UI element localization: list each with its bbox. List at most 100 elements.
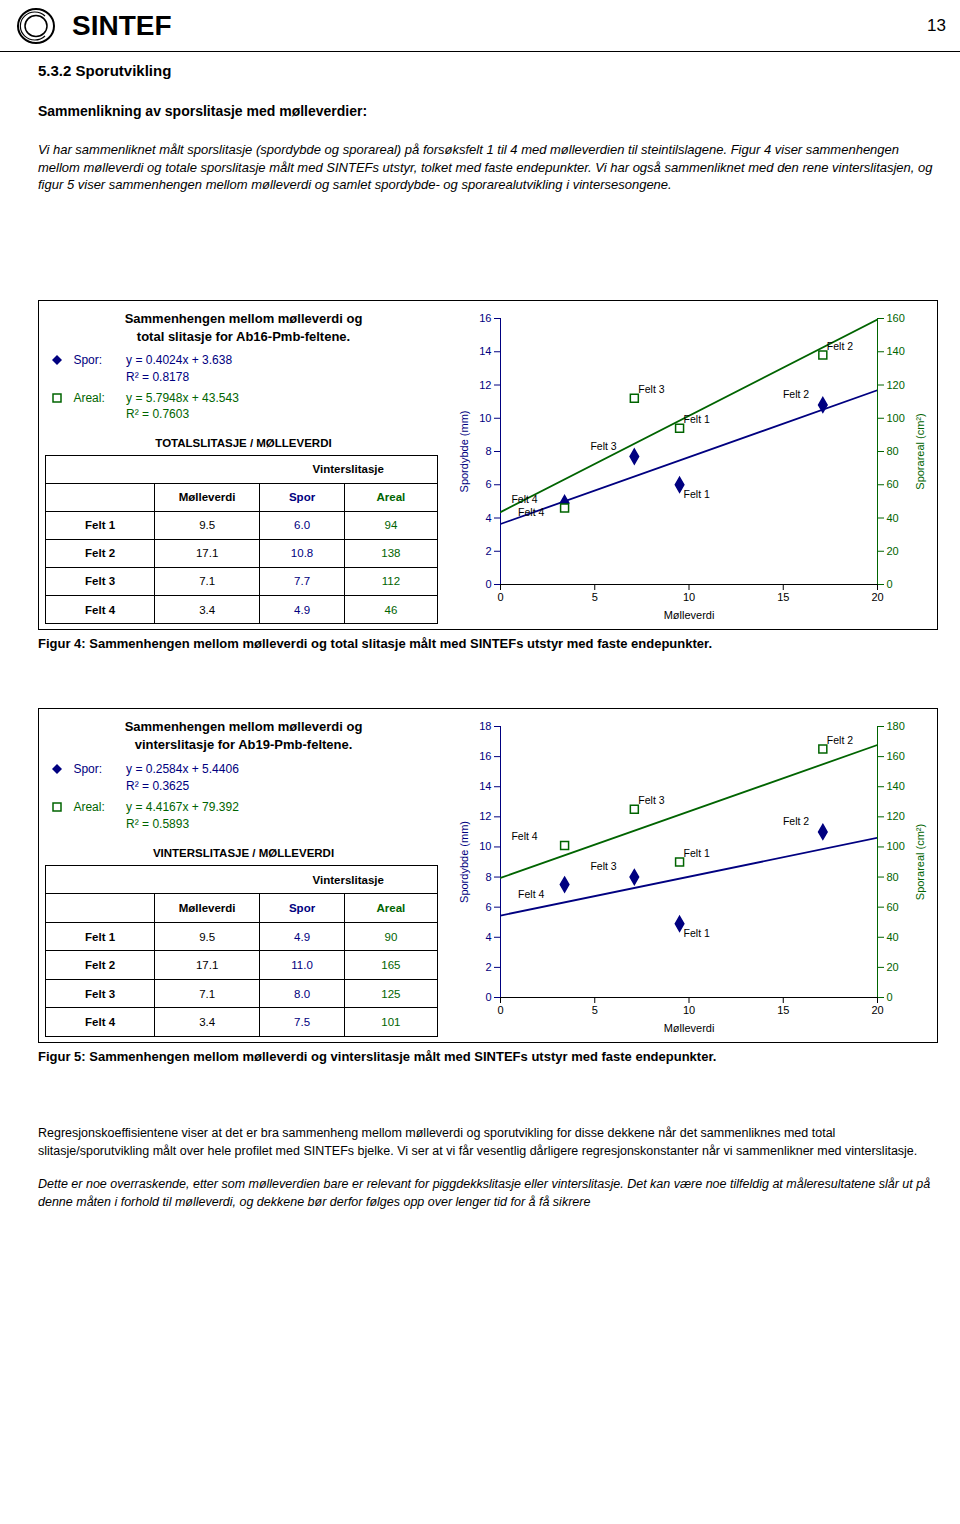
svg-text:Felt 3: Felt 3 xyxy=(590,860,616,872)
html-text:Spor:: Spor: xyxy=(73,761,103,776)
svg-text:40: 40 xyxy=(887,512,899,524)
svg-text:14: 14 xyxy=(479,780,491,792)
svg-text:Felt 2: Felt 2 xyxy=(783,815,809,827)
svg-text:Mølleverdi: Mølleverdi xyxy=(664,1022,715,1034)
svg-text:0: 0 xyxy=(485,991,491,1003)
html-text:Spor: Spor xyxy=(289,491,316,504)
svg-text:6: 6 xyxy=(485,901,491,913)
svg-text:Felt 1: Felt 1 xyxy=(684,413,710,425)
svg-text:15: 15 xyxy=(777,591,789,603)
svg-text:Felt 4: Felt 4 xyxy=(511,830,537,842)
svg-text:5: 5 xyxy=(592,591,598,603)
svg-text:Felt 1: Felt 1 xyxy=(684,927,710,939)
html-text:Vi har sammenliknet målt spors: Vi har sammenliknet målt sporslitasje (s… xyxy=(38,142,933,193)
svg-text:40: 40 xyxy=(887,931,899,943)
html-text:R² = 0.8178: R² = 0.8178 xyxy=(126,370,190,384)
svg-text:Spordybde (mm): Spordybde (mm) xyxy=(458,411,470,493)
svg-text:2: 2 xyxy=(485,545,491,557)
svg-text:16: 16 xyxy=(479,750,491,762)
svg-text:6: 6 xyxy=(485,478,491,490)
svg-text:180: 180 xyxy=(887,720,905,732)
html-text:SINTEF: SINTEF xyxy=(72,10,172,41)
svg-text:120: 120 xyxy=(887,379,905,391)
html-text:y = 4.4167x + 79.392: y = 4.4167x + 79.392 xyxy=(126,800,239,814)
html-text:13: 13 xyxy=(927,16,946,35)
svg-text:12: 12 xyxy=(479,379,491,391)
svg-text:10: 10 xyxy=(479,412,491,424)
svg-text:Felt 3: Felt 3 xyxy=(638,383,664,395)
svg-text:8: 8 xyxy=(485,871,491,883)
svg-text:Felt 2: Felt 2 xyxy=(827,340,853,352)
html-text:Vinterslitasje: Vinterslitasje xyxy=(312,463,384,476)
html-text:Dette er noe overraskende, ett: Dette er noe overraskende, etter som møl… xyxy=(38,1177,931,1209)
svg-text:15: 15 xyxy=(777,1004,789,1016)
svg-text:16: 16 xyxy=(479,312,491,324)
svg-text:160: 160 xyxy=(887,312,905,324)
html-text:y = 5.7948x + 43.543: y = 5.7948x + 43.543 xyxy=(126,390,239,405)
html-text:vinterslitasje for Ab19-Pmb-fe: vinterslitasje for Ab19-Pmb-feltene. xyxy=(134,737,353,753)
svg-text:Felt 1: Felt 1 xyxy=(684,488,710,500)
svg-text:Felt 4: Felt 4 xyxy=(518,506,544,518)
html-text:Areal:: Areal: xyxy=(73,800,105,814)
svg-text:20: 20 xyxy=(871,1004,883,1016)
svg-text:4: 4 xyxy=(485,512,491,524)
html-text:Sammenlikning av sporslitasje: Sammenlikning av sporslitasje med møllev… xyxy=(38,103,368,119)
svg-text:140: 140 xyxy=(887,780,905,792)
svg-text:14: 14 xyxy=(479,345,491,357)
svg-text:20: 20 xyxy=(871,591,883,603)
svg-text:Felt 2: Felt 2 xyxy=(783,388,809,400)
html-text:Figur 4: Sammenhengen mellom m: Figur 4: Sammenhengen mellom mølleverdi … xyxy=(38,636,712,651)
svg-text:100: 100 xyxy=(887,840,905,852)
html-text:R² = 0.3625: R² = 0.3625 xyxy=(126,779,190,794)
svg-text:Felt 1: Felt 1 xyxy=(684,847,710,859)
svg-text:60: 60 xyxy=(887,901,899,913)
html-text:Sammenhengen mellom mølleverdi: Sammenhengen mellom mølleverdi og xyxy=(124,719,363,735)
html-text:Spor:: Spor: xyxy=(73,353,103,367)
svg-text:80: 80 xyxy=(887,871,899,883)
html-text:Mølleverdi: Mølleverdi xyxy=(178,491,236,504)
svg-text:Felt 3: Felt 3 xyxy=(590,440,616,452)
svg-text:10: 10 xyxy=(683,591,695,603)
svg-text:Mølleverdi: Mølleverdi xyxy=(664,609,715,621)
svg-text:18: 18 xyxy=(479,720,491,732)
svg-text:60: 60 xyxy=(887,478,899,490)
svg-text:0: 0 xyxy=(497,1004,503,1016)
svg-text:Spordybde (mm): Spordybde (mm) xyxy=(458,821,470,903)
svg-text:5: 5 xyxy=(592,1004,598,1016)
svg-text:Felt 2: Felt 2 xyxy=(827,734,853,746)
svg-text:Felt 4: Felt 4 xyxy=(518,888,544,900)
svg-text:80: 80 xyxy=(887,445,899,457)
html-text:Areal:: Areal: xyxy=(73,390,105,405)
svg-text:0: 0 xyxy=(887,578,893,590)
html-text:Sammenhengen mellom mølleverdi: Sammenhengen mellom mølleverdi og xyxy=(124,311,363,327)
svg-text:Sporareal (cm²): Sporareal (cm²) xyxy=(914,824,926,900)
html-text:5.3.2 Sporutvikling: 5.3.2 Sporutvikling xyxy=(38,62,172,79)
svg-text:140: 140 xyxy=(887,345,905,357)
svg-text:Sporareal (cm²): Sporareal (cm²) xyxy=(914,413,926,489)
svg-text:0: 0 xyxy=(887,991,893,1003)
html-text:Figur 5: Sammenhengen mellom m: Figur 5: Sammenhengen mellom mølleverdi … xyxy=(38,1049,717,1064)
svg-text:10: 10 xyxy=(479,840,491,852)
html-text:y = 0.4024x + 3.638: y = 0.4024x + 3.638 xyxy=(126,353,233,367)
svg-text:4: 4 xyxy=(485,931,491,943)
svg-text:0: 0 xyxy=(497,591,503,603)
svg-text:20: 20 xyxy=(887,961,899,973)
svg-text:10: 10 xyxy=(683,1004,695,1016)
svg-text:2: 2 xyxy=(485,961,491,973)
svg-text:160: 160 xyxy=(887,750,905,762)
html-text:Areal: Areal xyxy=(376,491,406,504)
svg-text:100: 100 xyxy=(887,412,905,424)
svg-text:12: 12 xyxy=(479,810,491,822)
svg-text:120: 120 xyxy=(887,810,905,822)
html-text:total slitasje for Ab16-Pmb-fe: total slitasje for Ab16-Pmb-feltene. xyxy=(136,329,351,345)
html-text:y = 0.2584x + 5.4406: y = 0.2584x + 5.4406 xyxy=(126,761,239,776)
svg-text:Felt 4: Felt 4 xyxy=(511,493,537,505)
svg-text:8: 8 xyxy=(485,445,491,457)
svg-text:0: 0 xyxy=(485,578,491,590)
html-text:TOTALSLITASJE / MØLLEVERDI: TOTALSLITASJE / MØLLEVERDI xyxy=(155,436,332,449)
html-text:R² = 0.5893: R² = 0.5893 xyxy=(126,817,190,832)
html-text:Regresjonskoeffisientene viser: Regresjonskoeffisientene viser at det er… xyxy=(38,1126,918,1158)
html-text:R² = 0.7603: R² = 0.7603 xyxy=(126,407,190,422)
svg-text:Felt 3: Felt 3 xyxy=(638,794,664,806)
svg-text:20: 20 xyxy=(887,545,899,557)
